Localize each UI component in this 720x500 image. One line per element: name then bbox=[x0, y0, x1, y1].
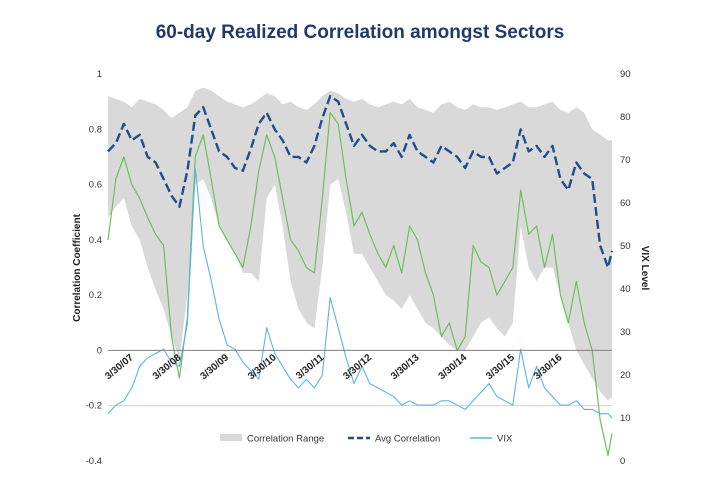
y2-tick-label: 90 bbox=[620, 69, 631, 80]
y2-tick-label: 40 bbox=[620, 284, 631, 295]
y2-tick-label: 80 bbox=[620, 112, 631, 123]
y-tick-label: 0 bbox=[97, 345, 102, 356]
y-tick-label: 0.4 bbox=[89, 235, 102, 246]
y2-tick-label: 50 bbox=[620, 241, 631, 252]
x-tick-label: 3/30/13 bbox=[389, 352, 422, 382]
y2-axis-title: VIX Level bbox=[639, 246, 650, 291]
correlation-range-band bbox=[108, 87, 612, 401]
y2-tick-label: 60 bbox=[620, 198, 631, 209]
legend-label: Correlation Range bbox=[247, 434, 324, 445]
legend-label: VIX bbox=[497, 434, 513, 445]
y-axis-title: Correlation Coefficient bbox=[72, 213, 83, 321]
y-tick-label: 0.6 bbox=[89, 180, 102, 191]
y2-tick-label: 70 bbox=[620, 155, 631, 166]
y2-tick-label: 30 bbox=[620, 327, 631, 338]
y2-tick-label: 20 bbox=[620, 370, 631, 381]
legend-band-swatch bbox=[220, 434, 242, 441]
avg-correlation-line bbox=[107, 94, 614, 269]
y-tick-label: 0.2 bbox=[89, 290, 102, 301]
y-tick-label: 0.8 bbox=[89, 124, 102, 135]
chart-title: 60-day Realized Correlation amongst Sect… bbox=[155, 22, 565, 43]
legend-label: Avg Correlation bbox=[375, 434, 440, 445]
x-tick-label: 3/30/07 bbox=[103, 352, 136, 382]
y2-tick-label: 10 bbox=[620, 413, 631, 424]
x-tick-label: 3/30/09 bbox=[198, 352, 231, 382]
x-tick-label: 3/30/11 bbox=[294, 352, 327, 382]
y-tick-label: 1 bbox=[97, 69, 102, 80]
y-tick-label: -0.2 bbox=[86, 401, 102, 412]
y-tick-label: -0.4 bbox=[86, 456, 102, 467]
x-tick-label: 3/30/15 bbox=[484, 352, 517, 382]
vix-line bbox=[107, 168, 613, 419]
y2-tick-label: 0 bbox=[620, 456, 625, 467]
x-tick-label: 3/30/14 bbox=[437, 352, 470, 382]
